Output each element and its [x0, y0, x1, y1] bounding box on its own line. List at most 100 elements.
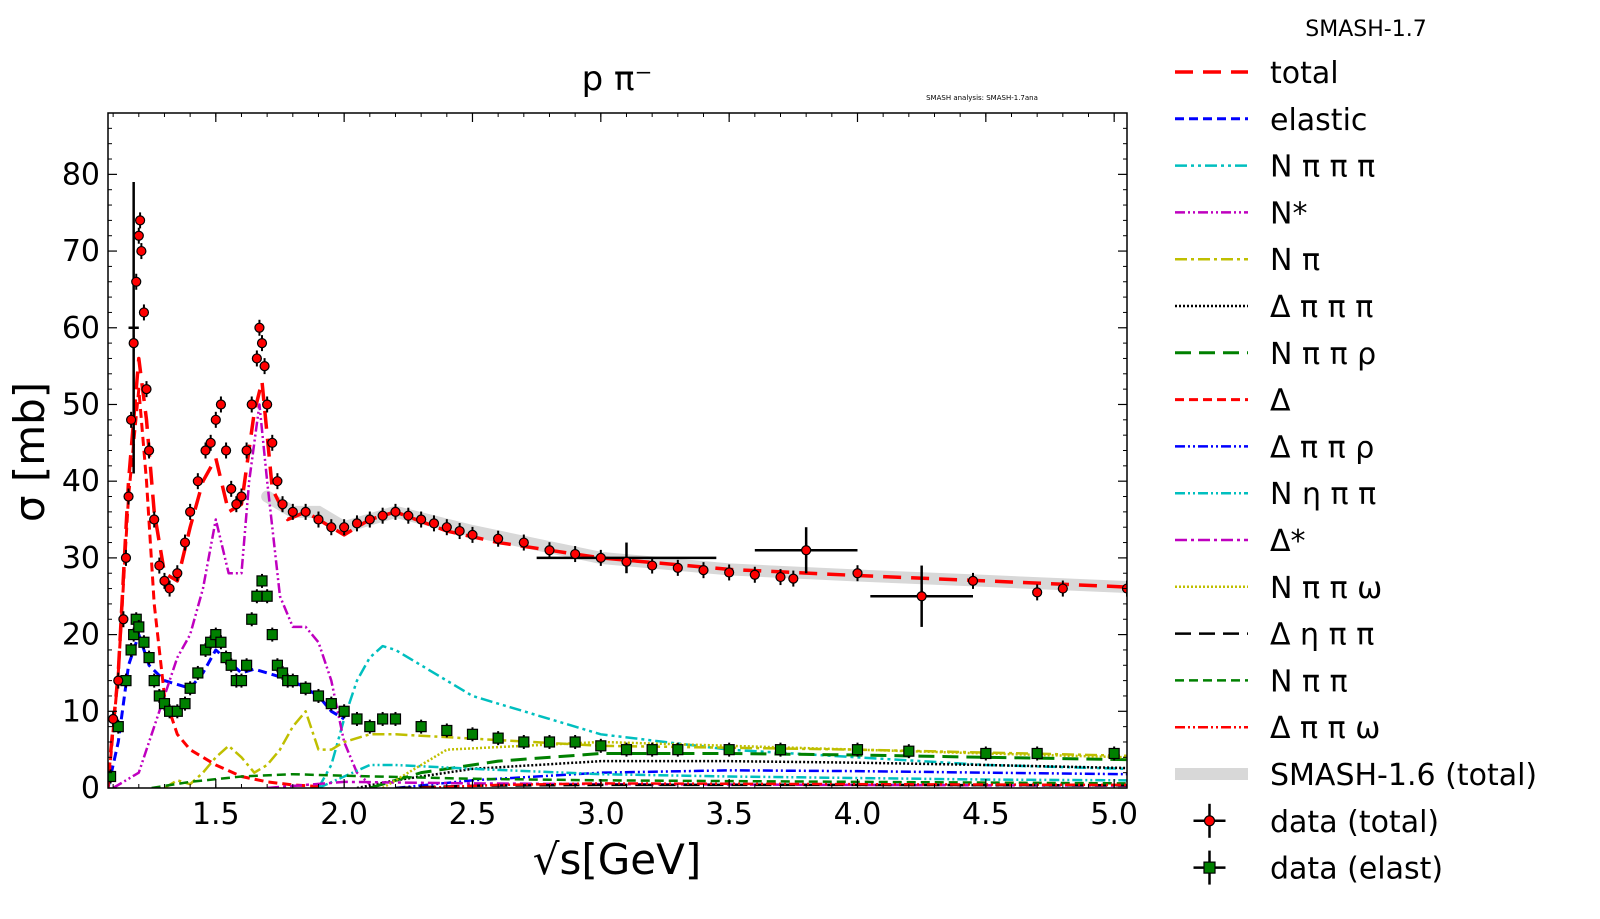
- legend-item: Δ π π ρ: [1175, 430, 1374, 465]
- elast-point: [543, 736, 556, 748]
- y-tick-label: 40: [62, 464, 100, 499]
- plot-frame: [107, 112, 1128, 789]
- total-point: [724, 567, 735, 578]
- total-point: [801, 545, 812, 556]
- total-point: [570, 548, 581, 560]
- total-point: [416, 514, 427, 525]
- total-point: [134, 215, 146, 226]
- elast-point: [672, 744, 684, 756]
- total-point: [403, 510, 414, 521]
- plot-area: [108, 182, 1127, 788]
- total-point: [259, 361, 270, 372]
- total-point: [210, 414, 221, 425]
- legend-label: Δ*: [1270, 524, 1306, 559]
- total-point: [254, 322, 265, 333]
- total-point: [493, 533, 504, 544]
- total-point: [518, 537, 529, 548]
- total-point: [775, 571, 786, 583]
- y-tick-label: 80: [62, 157, 100, 192]
- y-tick-label: 10: [62, 694, 100, 729]
- elast-point: [1108, 747, 1120, 760]
- total-point: [262, 399, 273, 410]
- legend-label: Δ: [1270, 384, 1291, 419]
- total-point: [277, 499, 288, 510]
- analysis-label: SMASH analysis: SMASH-1.7ana: [926, 94, 1038, 102]
- total-point: [128, 338, 139, 349]
- legend-label: N π π ρ: [1270, 337, 1376, 372]
- elast-point: [441, 724, 453, 737]
- total-point: [852, 568, 863, 579]
- elast-point: [325, 698, 337, 710]
- total-point: [1032, 587, 1043, 598]
- elast-point: [312, 690, 325, 702]
- total-point: [226, 483, 237, 494]
- total-point: [185, 506, 196, 517]
- legend-label: Δ π π ω: [1270, 711, 1380, 746]
- legend-label: elastic: [1270, 103, 1367, 138]
- elast-point: [389, 713, 402, 725]
- elast-point: [148, 675, 160, 687]
- elast-point: [287, 675, 299, 687]
- axes: 1.5 2.0 2.5 3.0 3.5 4.0 4.5 5.0 0 10 20 30 40 50 60 70 8…: [62, 112, 1138, 832]
- series-line-9: [317, 763, 1127, 788]
- elast-point: [266, 628, 278, 641]
- legend-label: N π π: [1270, 664, 1348, 699]
- elast-point: [125, 644, 137, 656]
- total-point: [621, 556, 632, 567]
- elast-point: [338, 705, 350, 717]
- elast-point: [192, 667, 204, 679]
- legend-item: N π π: [1175, 664, 1348, 699]
- x-tick-label: 4.0: [834, 797, 882, 832]
- total-point: [698, 565, 709, 576]
- total-point: [149, 514, 160, 525]
- y-tick-label: 50: [62, 387, 100, 422]
- x-tick-label: 2.5: [449, 797, 497, 832]
- elast-point: [300, 682, 312, 694]
- total-point: [672, 562, 683, 573]
- total-point: [390, 506, 401, 517]
- total-point: [154, 560, 165, 571]
- legend-label: total: [1270, 56, 1339, 91]
- legend-label: Δ π π ρ: [1270, 430, 1374, 465]
- legend-label: data (total): [1270, 805, 1439, 840]
- total-point: [287, 506, 298, 517]
- total-point: [246, 399, 257, 410]
- legend-item: Δ: [1175, 384, 1291, 419]
- legend-label: N*: [1270, 196, 1307, 231]
- total-point: [118, 614, 129, 625]
- legend-item: Δ π π π: [1175, 290, 1373, 325]
- elast-point: [108, 770, 117, 783]
- total-point: [241, 445, 252, 456]
- legend-item: N π: [1175, 243, 1320, 278]
- legend-label: N π: [1270, 243, 1320, 278]
- total-point: [788, 573, 799, 584]
- total-point: [256, 338, 268, 349]
- series-line-3: [112, 403, 371, 788]
- legend-label: SMASH-1.6 (total): [1270, 758, 1537, 793]
- elast-point: [492, 732, 504, 744]
- total-point: [136, 245, 147, 257]
- total-point: [647, 560, 658, 571]
- total-point: [215, 399, 227, 410]
- elast-point: [1031, 747, 1043, 760]
- elast-point: [143, 652, 155, 664]
- legend-item: N π π ω: [1175, 571, 1382, 606]
- legend-swatch-marker: [1203, 861, 1216, 874]
- plot-content: [108, 182, 1127, 788]
- total-point: [377, 510, 388, 521]
- x-tick-label: 3.5: [705, 797, 753, 832]
- legend-item: Δ π π ω: [1175, 711, 1380, 746]
- total-point: [967, 575, 979, 586]
- elast-point: [595, 740, 607, 752]
- total-point: [749, 569, 760, 580]
- total-point: [236, 491, 247, 502]
- elast-point: [646, 744, 658, 756]
- total-point: [123, 491, 134, 502]
- legend-label: N η π π: [1270, 477, 1376, 512]
- total-point: [267, 437, 278, 448]
- legend-label: Δ η π π: [1270, 618, 1374, 653]
- elast-point: [569, 736, 581, 748]
- total-point: [313, 514, 324, 525]
- total-point: [179, 537, 191, 548]
